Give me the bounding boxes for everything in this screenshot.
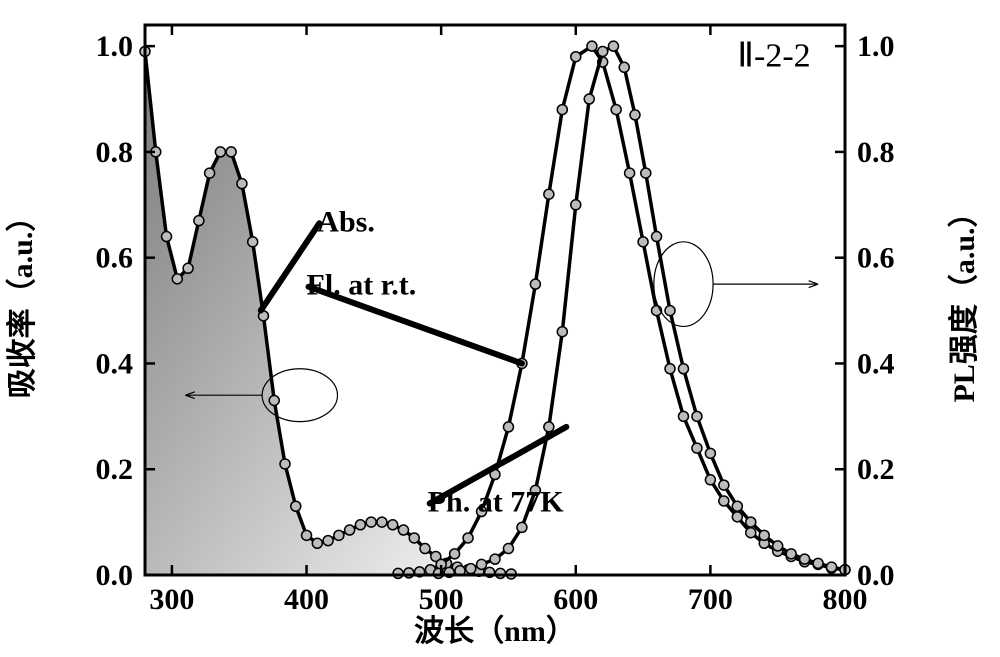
- svg-text:0.6: 0.6: [857, 242, 895, 275]
- svg-text:0.2: 0.2: [96, 453, 134, 486]
- svg-text:0.6: 0.6: [96, 242, 134, 275]
- y-left-label: 吸收率（a.u.）: [5, 202, 39, 399]
- svg-text:400: 400: [284, 583, 329, 616]
- svg-text:0.0: 0.0: [857, 559, 895, 592]
- svg-text:600: 600: [553, 583, 598, 616]
- series-id-label: Ⅱ-2-2: [737, 38, 810, 75]
- callout-fl_rt: Fl. at r.t.: [307, 269, 417, 302]
- svg-text:0.4: 0.4: [857, 347, 895, 380]
- svg-text:1.0: 1.0: [96, 30, 134, 63]
- svg-text:0.4: 0.4: [96, 347, 134, 380]
- x-axis-label: 波长（nm）: [414, 614, 576, 648]
- spectrum-chart: 3004005006007008000.00.20.40.60.81.00.00…: [0, 0, 1000, 657]
- svg-text:300: 300: [149, 583, 194, 616]
- svg-text:1.0: 1.0: [857, 30, 895, 63]
- callout-abs: Abs.: [317, 205, 375, 238]
- svg-text:0.8: 0.8: [96, 136, 134, 169]
- callout-ph_77k: Ph. at 77K: [428, 486, 565, 519]
- svg-text:0.0: 0.0: [96, 559, 134, 592]
- svg-text:700: 700: [688, 583, 733, 616]
- svg-text:0.8: 0.8: [857, 136, 895, 169]
- svg-text:0.2: 0.2: [857, 453, 895, 486]
- svg-text:500: 500: [419, 583, 464, 616]
- y-right-label: PL强度（a.u.）: [947, 197, 981, 402]
